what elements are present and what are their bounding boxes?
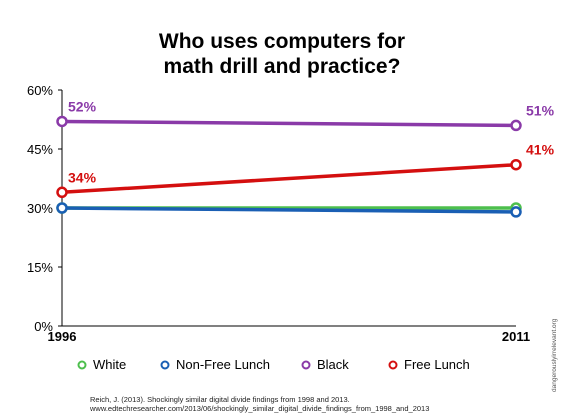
data-point	[56, 186, 68, 199]
x-tick-label: 2011	[502, 329, 530, 344]
chart-series	[56, 115, 522, 218]
data-point	[56, 202, 68, 214]
data-point	[510, 119, 522, 132]
legend-entry: Non-Free Lunch	[176, 357, 270, 372]
title-line: Who uses computers for	[159, 30, 405, 53]
data-label: 51%	[526, 102, 555, 118]
citation-line: www.edtechresearcher.com/2013/06/shockin…	[89, 404, 429, 413]
legend-entry: Free Lunch	[404, 357, 470, 372]
legend-marker	[388, 360, 398, 370]
y-tick-label: 0%	[34, 319, 53, 334]
credit-text: dangerouslyirrelevant.org	[551, 318, 558, 392]
legend-marker	[77, 360, 87, 370]
series-line	[60, 206, 518, 214]
title-line: math drill and practice?	[164, 55, 401, 78]
data-point	[510, 158, 522, 171]
legend-marker	[301, 360, 311, 370]
series-line	[60, 162, 518, 195]
y-tick-label: 15%	[27, 260, 53, 275]
citation-line: Reich, J. (2013). Shockingly similar dig…	[90, 395, 350, 404]
x-tick-label: 1996	[48, 329, 77, 344]
citation: Reich, J. (2013). Shockingly similar dig…	[89, 318, 558, 413]
data-labels: 52% 51% 34% 41%	[68, 98, 555, 185]
data-label: 34%	[68, 169, 97, 185]
legend-marker	[160, 360, 170, 370]
data-point	[510, 206, 522, 218]
series-line	[60, 119, 518, 128]
data-label: 52%	[68, 98, 97, 114]
y-tick-label: 60%	[27, 83, 53, 98]
chart-axes: 0% 15% 30% 45% 60% 1996 2011	[27, 83, 530, 344]
y-tick-label: 30%	[27, 201, 53, 216]
y-tick-label: 45%	[27, 142, 53, 157]
legend-entry: White	[93, 357, 126, 372]
legend-entry: Black	[317, 357, 349, 372]
data-label: 41%	[526, 142, 555, 158]
data-point	[56, 115, 68, 128]
legend: White Non-Free Lunch Black Free Lunch	[77, 357, 470, 372]
